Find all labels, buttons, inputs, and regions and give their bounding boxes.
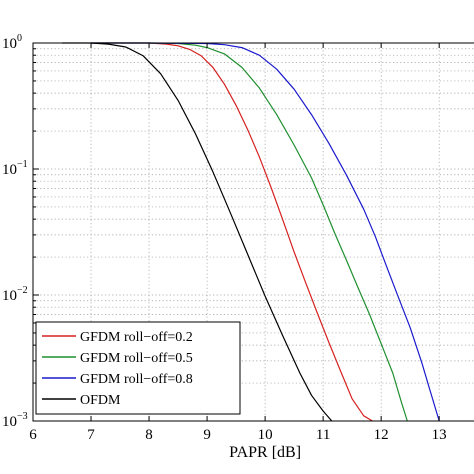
y-tick-labels: 100 10−1 10−2 10−3 <box>2 33 28 430</box>
plot-frame <box>32 42 474 422</box>
x-tick-label: 10 <box>258 427 273 443</box>
x-tick-label: 11 <box>316 427 330 443</box>
series-line-4 <box>62 42 333 422</box>
series-line-3 <box>91 42 440 422</box>
legend-label: GFDM roll−off=0.2 <box>80 330 193 345</box>
x-tick-label: 8 <box>145 427 153 443</box>
tick-marks <box>32 43 440 422</box>
x-axis-label: PAPR [dB] <box>229 444 301 461</box>
x-tick-label: 7 <box>87 427 95 443</box>
x-tick-label: 9 <box>203 427 211 443</box>
y-tick-label: 10−3 <box>2 411 28 430</box>
legend-label: GFDM roll−off=0.8 <box>80 372 193 387</box>
series-line-2 <box>91 42 408 422</box>
y-tick-label: 10−1 <box>2 159 28 178</box>
grid-lines <box>33 43 474 421</box>
y-tick-label: 100 <box>2 33 22 52</box>
y-tick-label: 10−2 <box>2 285 28 304</box>
x-tick-label: 6 <box>29 427 37 443</box>
legend-label: GFDM roll−off=0.5 <box>80 351 193 366</box>
x-tick-labels: 6 7 8 9 10 11 12 13 <box>29 427 446 443</box>
series-lines <box>62 42 440 422</box>
legend-label: OFDM <box>80 393 121 408</box>
x-tick-label: 12 <box>374 427 389 443</box>
x-tick-label: 13 <box>432 427 447 443</box>
legend: GFDM roll−off=0.2 GFDM roll−off=0.5 GFDM r… <box>35 321 241 415</box>
series-line-1 <box>91 42 373 422</box>
